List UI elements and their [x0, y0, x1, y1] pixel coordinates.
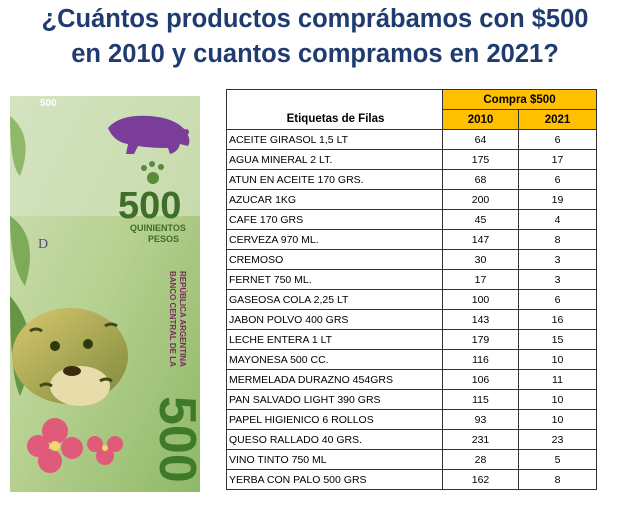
value-2021-cell: 8 [518, 469, 597, 490]
row-labels-header: Etiquetas de Filas [226, 89, 443, 130]
banknote-letter: D [38, 237, 48, 252]
purchases-table: Etiquetas de Filas Compra $500 2010 2021… [226, 89, 597, 490]
value-2021-cell: 19 [518, 189, 597, 210]
table-row: ATUN EN ACEITE 170 GRS. 68 6 [226, 169, 597, 190]
table-row: MAYONESA 500 CC. 116 10 [226, 349, 597, 370]
table-row: ACEITE GIRASOL 1,5 LT 64 6 [226, 129, 597, 150]
table-row: AZUCAR 1KG 200 19 [226, 189, 597, 210]
value-2010-cell: 175 [442, 149, 519, 170]
title-line-2: en 2010 y cuantos compramos en 2021? [71, 40, 559, 68]
row-label-cell: JABON POLVO 400 GRS [226, 309, 443, 330]
year-header-2010: 2010 [442, 109, 519, 130]
row-label-cell: AZUCAR 1KG [226, 189, 443, 210]
value-2021-cell: 4 [518, 209, 597, 230]
row-label-cell: CERVEZA 970 ML. [226, 229, 443, 250]
value-2021-cell: 17 [518, 149, 597, 170]
table-row: AGUA MINERAL 2 LT. 175 17 [226, 149, 597, 170]
year-header-2021: 2021 [518, 109, 597, 130]
table-header-group-row: Etiquetas de Filas Compra $500 [226, 89, 597, 130]
table-row: GASEOSA COLA 2,25 LT 100 6 [226, 289, 597, 310]
value-2021-cell: 3 [518, 249, 597, 270]
table-row: CERVEZA 970 ML. 147 8 [226, 229, 597, 250]
title-line-1: ¿Cuántos productos comprábamos con $500 [41, 5, 589, 33]
value-2010-cell: 162 [442, 469, 519, 490]
value-2010-cell: 143 [442, 309, 519, 330]
banknote-big-value: 500 [148, 396, 200, 483]
group-header: Compra $500 [442, 89, 597, 110]
row-label-cell: GASEOSA COLA 2,25 LT [226, 289, 443, 310]
table-row: PAN SALVADO LIGHT 390 GRS 115 10 [226, 389, 597, 410]
value-2021-cell: 10 [518, 349, 597, 370]
banknote-country-text: REPÚBLICA ARGENTINA [178, 271, 187, 367]
row-label-cell: QUESO RALLADO 40 GRS. [226, 429, 443, 450]
value-2021-cell: 3 [518, 269, 597, 290]
value-2010-cell: 200 [442, 189, 519, 210]
table-row: LECHE ENTERA 1 LT 179 15 [226, 329, 597, 350]
value-2010-cell: 231 [442, 429, 519, 450]
value-2021-cell: 6 [518, 289, 597, 310]
value-2021-cell: 6 [518, 129, 597, 150]
banknote-value: 500 [118, 185, 181, 227]
value-2010-cell: 115 [442, 389, 519, 410]
table-header-year-row: 2010 2021 [227, 109, 597, 130]
value-2010-cell: 68 [442, 169, 519, 190]
value-2010-cell: 64 [442, 129, 519, 150]
banknote-words: QUINIENTOS [130, 223, 186, 233]
table-row: FERNET 750 ML. 17 3 [226, 269, 597, 290]
banknote-currency: PESOS [148, 234, 179, 244]
table-row: PAPEL HIGIENICO 6 ROLLOS 93 10 [226, 409, 597, 430]
row-label-cell: MERMELADA DURAZNO 454GRS [226, 369, 443, 390]
value-2021-cell: 15 [518, 329, 597, 350]
page-title: ¿Cuántos productos comprábamos con $500 … [0, 2, 630, 72]
value-2010-cell: 45 [442, 209, 519, 230]
value-2010-cell: 93 [442, 409, 519, 430]
value-2010-cell: 179 [442, 329, 519, 350]
table-row: MERMELADA DURAZNO 454GRS 106 11 [226, 369, 597, 390]
row-label-cell: VINO TINTO 750 ML [226, 449, 443, 470]
value-2021-cell: 6 [518, 169, 597, 190]
row-label-cell: AGUA MINERAL 2 LT. [226, 149, 443, 170]
banknote-500-image: 500 BANCO CENTRAL DE LA REPÚBLICA ARGENT… [10, 96, 200, 492]
table-row: CREMOSO 30 3 [226, 249, 597, 270]
table-row: YERBA CON PALO 500 GRS 162 8 [226, 469, 597, 490]
value-2021-cell: 8 [518, 229, 597, 250]
value-2021-cell: 10 [518, 389, 597, 410]
row-label-cell: PAPEL HIGIENICO 6 ROLLOS [226, 409, 443, 430]
table-row: CAFE 170 GRS 45 4 [226, 209, 597, 230]
row-label-cell: FERNET 750 ML. [226, 269, 443, 290]
value-2010-cell: 30 [442, 249, 519, 270]
value-2021-cell: 11 [518, 369, 597, 390]
row-label-cell: PAN SALVADO LIGHT 390 GRS [226, 389, 443, 410]
value-2010-cell: 147 [442, 229, 519, 250]
value-2010-cell: 116 [442, 349, 519, 370]
value-2010-cell: 17 [442, 269, 519, 290]
row-label-cell: LECHE ENTERA 1 LT [226, 329, 443, 350]
value-2010-cell: 100 [442, 289, 519, 310]
value-2021-cell: 23 [518, 429, 597, 450]
banknote-corner-value: 500 [40, 98, 57, 109]
value-2010-cell: 28 [442, 449, 519, 470]
row-label-cell: ATUN EN ACEITE 170 GRS. [226, 169, 443, 190]
row-label-cell: CAFE 170 GRS [226, 209, 443, 230]
banknote-bank-text: BANCO CENTRAL DE LA [168, 271, 177, 367]
value-2021-cell: 5 [518, 449, 597, 470]
value-2021-cell: 16 [518, 309, 597, 330]
table-row: JABON POLVO 400 GRS 143 16 [226, 309, 597, 330]
value-2010-cell: 106 [442, 369, 519, 390]
row-label-cell: ACEITE GIRASOL 1,5 LT [226, 129, 443, 150]
table-row: QUESO RALLADO 40 GRS. 231 23 [226, 429, 597, 450]
value-2021-cell: 10 [518, 409, 597, 430]
table-row: VINO TINTO 750 ML 28 5 [226, 449, 597, 470]
row-label-cell: CREMOSO [226, 249, 443, 270]
row-label-cell: MAYONESA 500 CC. [226, 349, 443, 370]
row-label-cell: YERBA CON PALO 500 GRS [226, 469, 443, 490]
